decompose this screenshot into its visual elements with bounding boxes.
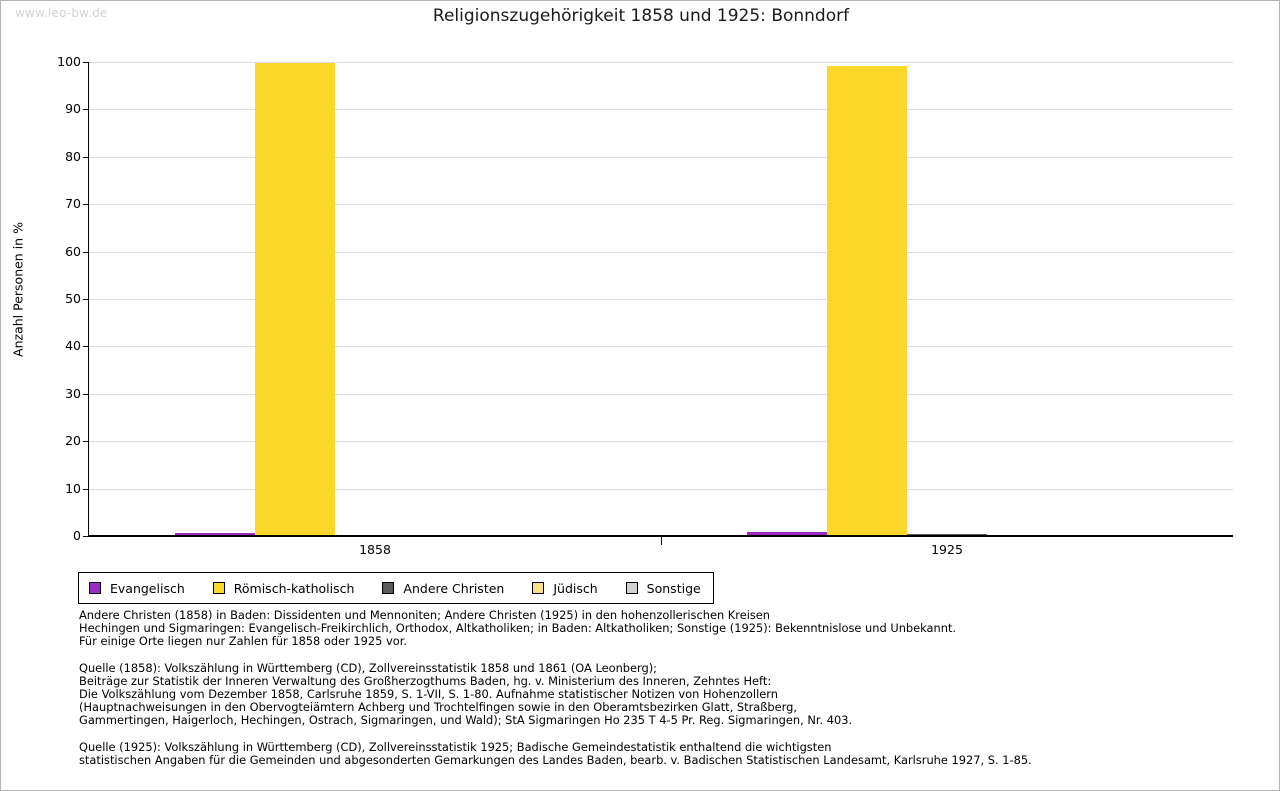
y-tick-label: 10 — [65, 480, 81, 496]
y-tick-mark — [83, 109, 89, 111]
legend-item-label: Evangelisch — [110, 580, 185, 596]
y-tick-mark — [83, 62, 89, 63]
y-tick-label: 20 — [65, 433, 81, 449]
legend-item-label: Sonstige — [646, 580, 701, 596]
bar-1858-r-misch-katholisch — [255, 63, 335, 535]
y-tick-label: 90 — [65, 101, 81, 117]
legend-item-label: Andere Christen — [403, 580, 505, 596]
gridline — [89, 109, 1233, 111]
y-tick-mark — [83, 299, 89, 300]
legend-item-label: Römisch-katholisch — [233, 580, 355, 596]
footnote-line: (Hauptnachweisungen in den Obervogteiämt… — [79, 700, 797, 715]
y-tick-label: 60 — [65, 243, 81, 259]
legend-item-evangelisch[interactable]: Evangelisch — [89, 581, 185, 596]
legend-item-j-disch[interactable]: Jüdisch — [532, 580, 598, 596]
gridline — [89, 204, 1233, 206]
footnote-line: Andere Christen (1858) in Baden: Disside… — [79, 608, 771, 622]
y-tick-label: 40 — [65, 338, 81, 354]
footnote-line: Quelle (1858): Volkszählung in Württembe… — [79, 660, 658, 675]
legend-item-r-misch-katholisch[interactable]: Römisch-katholisch — [212, 580, 355, 596]
x-group-label-1858: 1858 — [359, 542, 391, 557]
y-tick-mark — [83, 346, 89, 348]
gridline — [89, 299, 1233, 300]
footnote-line: statistischen Angaben für die Gemeinden … — [79, 752, 1032, 767]
legend-item-label: Jüdisch — [553, 580, 598, 596]
y-tick-label: 70 — [65, 196, 81, 212]
gridline — [89, 156, 1233, 158]
footnote-line: Für einige Orte liegen nur Zahlen für 18… — [79, 634, 408, 649]
x-group-label-1925: 1925 — [931, 542, 963, 557]
footnote-block-2: Quelle (1858): Volkszählung in Württembe… — [79, 660, 1209, 728]
gridline — [89, 62, 1233, 63]
bar-1858-evangelisch — [175, 532, 255, 535]
plot-area: 1858 1925 — [83, 62, 1233, 557]
footnote-line: Beiträge zur Statistik der Inneren Verwa… — [79, 673, 772, 688]
y-tick-mark — [83, 488, 89, 490]
y-tick-label: 0 — [73, 528, 81, 543]
y-tick-label: 100 — [57, 54, 81, 69]
footnote-block-1: Andere Christen (1858) in Baden: Disside… — [79, 608, 1209, 649]
legend-swatch-icon — [625, 582, 638, 594]
bar-1925-r-misch-katholisch — [827, 65, 907, 535]
legend-item-andere-christen[interactable]: Andere Christen — [382, 581, 504, 596]
legend-swatch-icon — [532, 582, 545, 594]
plot-area-wrapper: 1858 1925 — [83, 62, 1233, 557]
footnote-block-3: Quelle (1925): Volkszählung in Württembe… — [79, 739, 1209, 767]
legend-swatch-icon — [212, 582, 225, 594]
y-tick-label: 50 — [65, 291, 81, 306]
footnote-line: Hechingen und Sigmaringen: Evangelisch-F… — [79, 621, 957, 636]
page-title: Religionszugehörigkeit 1858 und 1925: Bo… — [432, 6, 850, 26]
legend-swatch-icon — [382, 582, 395, 594]
legend-item-sonstige[interactable]: Sonstige — [625, 580, 701, 596]
gridline — [89, 441, 1233, 443]
gridline — [89, 393, 1233, 395]
gridline — [89, 251, 1233, 253]
y-tick-mark — [83, 251, 89, 253]
y-axis-tick-labels: 0 10 20 30 40 50 60 70 80 90 100 — [11, 55, 81, 541]
y-tick-mark — [83, 204, 89, 206]
bar-1925-evangelisch — [747, 531, 827, 535]
y-tick-mark — [83, 441, 89, 443]
y-tick-label: 80 — [65, 148, 81, 164]
y-tick-mark — [83, 156, 89, 158]
footnote-line: Gammertingen, Haigerloch, Hechingen, Ost… — [79, 713, 853, 728]
footnote-line: Quelle (1925): Volkszählung in Württembe… — [79, 739, 832, 754]
y-tick-label: 30 — [65, 385, 81, 401]
bar-1925-andere-christen — [907, 533, 987, 535]
footnote-line: Die Volkszählung vom Dezember 1858, Carl… — [79, 687, 778, 702]
gridline — [89, 488, 1233, 490]
x-axis-separator-tick — [661, 536, 662, 545]
legend-swatch-icon — [89, 582, 101, 594]
y-tick-mark — [83, 393, 89, 395]
y-tick-mark — [83, 536, 89, 537]
site-watermark: www.leo-bw.de — [15, 6, 108, 20]
footnotes: Andere Christen (1858) in Baden: Disside… — [79, 608, 1209, 767]
gridline — [89, 346, 1233, 348]
chart-legend: Evangelisch Römisch-katholisch Andere Chri… — [78, 572, 714, 604]
